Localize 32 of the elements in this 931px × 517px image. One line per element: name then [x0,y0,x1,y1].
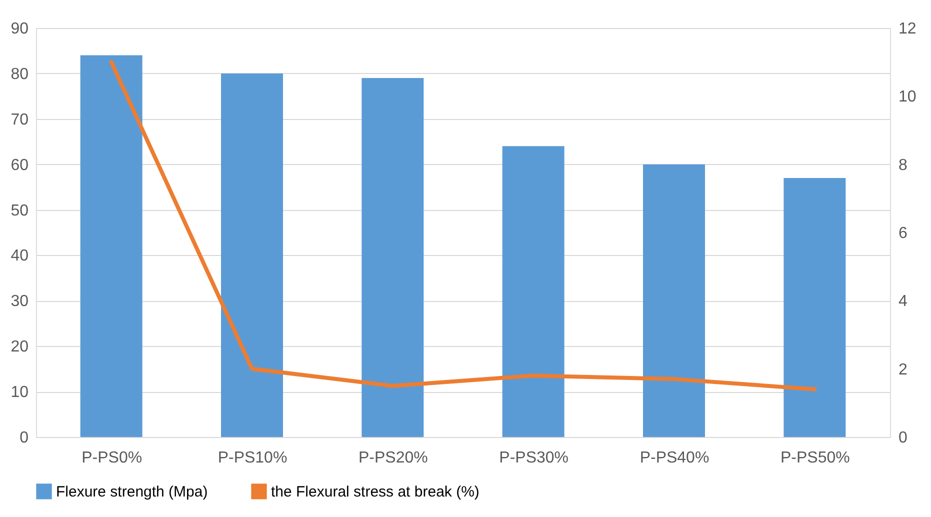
bar [784,178,846,437]
y-tick-label: 80 [10,66,29,83]
x-tick-label: P-PS30% [499,450,569,466]
bar [221,73,283,437]
bar [80,55,142,437]
y2-tick-label: 10 [898,88,916,106]
bar [643,164,705,437]
y2-tick-label: 4 [898,293,908,310]
x-tick-label: P-PS20% [358,450,428,466]
y-tick-label: 40 [10,248,29,265]
y2-tick-label: 8 [898,156,908,174]
x-tick-label: P-PS10% [218,450,288,466]
y-tick-label: 10 [10,384,29,402]
y2-tick-label: 12 [898,20,916,38]
y-tick-label: 0 [20,430,29,446]
y-tick-label: 50 [10,202,29,220]
y-tick-label: 30 [10,293,29,310]
bar [502,146,564,437]
y-tick-label: 60 [10,156,29,174]
y2-tick-label: 2 [898,361,908,378]
y-tick-label: 90 [10,20,29,38]
x-tick-label: P-PS50% [780,450,850,466]
x-tick-label: P-PS40% [640,450,710,466]
bar [362,78,424,437]
y-tick-label: 70 [10,111,29,128]
legend-label: Flexure strength (Mpa) [56,483,208,500]
legend-label: the Flexural stress at break (%) [271,483,480,500]
y2-tick-label: 6 [898,225,908,242]
y-tick-label: 20 [10,338,29,356]
line-series [109,60,817,392]
y2-tick-label: 0 [898,430,908,446]
x-tick-label: P-PS0% [82,450,142,466]
